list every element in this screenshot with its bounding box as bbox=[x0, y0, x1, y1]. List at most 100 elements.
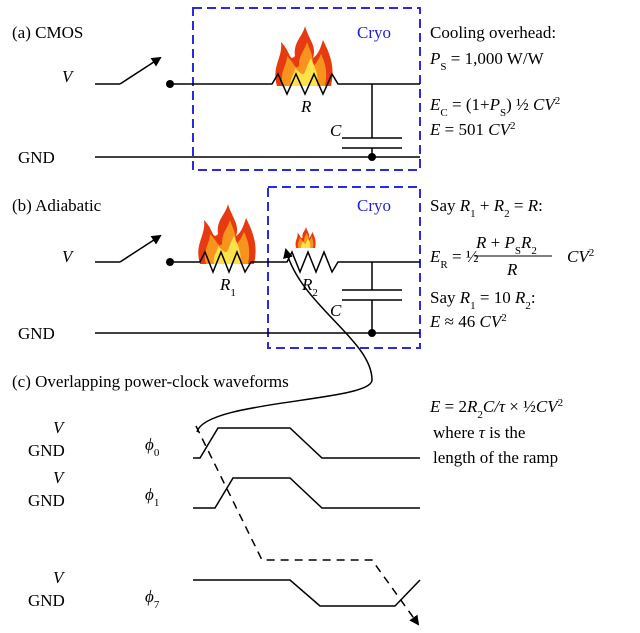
t: ) ½ bbox=[506, 95, 533, 114]
t: P bbox=[489, 95, 500, 114]
waveform bbox=[193, 428, 420, 458]
r2-label: R2 bbox=[301, 275, 318, 299]
t: CV bbox=[488, 120, 512, 139]
waveform bbox=[193, 580, 420, 606]
cryo-box bbox=[268, 187, 420, 348]
gnd-label: GND bbox=[28, 491, 65, 510]
t: CV bbox=[567, 247, 591, 266]
t: 2 bbox=[558, 397, 564, 409]
phase-label: ϕ7 bbox=[145, 587, 160, 611]
t: is the bbox=[485, 423, 526, 442]
t: E bbox=[429, 397, 441, 416]
t: R bbox=[459, 288, 471, 307]
node bbox=[368, 153, 376, 161]
t: R bbox=[475, 233, 487, 252]
numerator: R + PSR2 bbox=[475, 233, 537, 257]
equation: CV2 bbox=[567, 247, 594, 266]
section-b: (b) Adiabatic Cryo V R1 R2 C GND Say R1 … bbox=[12, 187, 594, 348]
t: 7 bbox=[154, 599, 160, 611]
v-label: V bbox=[53, 568, 66, 587]
t: R bbox=[520, 233, 532, 252]
v-label: V bbox=[62, 67, 75, 86]
small-flame bbox=[296, 227, 316, 248]
node bbox=[368, 329, 376, 337]
t: = 2 bbox=[440, 397, 467, 416]
t: R bbox=[493, 196, 505, 215]
t: E bbox=[429, 95, 441, 114]
t: where bbox=[433, 423, 479, 442]
t: CV bbox=[536, 397, 560, 416]
t: CV bbox=[533, 95, 557, 114]
t: + bbox=[486, 233, 504, 252]
t: P bbox=[429, 49, 440, 68]
t: : bbox=[538, 196, 543, 215]
t: 2 bbox=[531, 245, 537, 257]
t: = 501 bbox=[440, 120, 488, 139]
t: E bbox=[429, 312, 441, 331]
equation: E = 2R2C/τ × ½CV2 bbox=[429, 397, 563, 421]
gnd-label: GND bbox=[18, 148, 55, 167]
t: 2 bbox=[501, 312, 507, 324]
gnd-label: GND bbox=[28, 591, 65, 610]
t: = 10 bbox=[476, 288, 515, 307]
text: Cooling overhead: bbox=[430, 23, 556, 42]
text: Say R1 + R2 = R: bbox=[430, 196, 543, 220]
v-label: V bbox=[53, 418, 66, 437]
switch bbox=[120, 236, 160, 262]
equation: EC = (1+PS) ½ CV2 bbox=[429, 95, 560, 119]
cryo-label: Cryo bbox=[357, 23, 391, 42]
section-a: (a) CMOS Cryo V R C GND Cooling overhead… bbox=[12, 8, 560, 170]
phase-label: ϕ0 bbox=[145, 435, 160, 459]
equation: E ≈ 46 CV2 bbox=[429, 312, 507, 331]
t: = ½ bbox=[448, 247, 479, 266]
phase-label: ϕ1 bbox=[145, 485, 159, 509]
r1-label: R1 bbox=[219, 275, 236, 299]
waveform bbox=[193, 478, 420, 508]
label: (c) Overlapping power-clock waveforms bbox=[12, 372, 289, 391]
t: R bbox=[527, 196, 539, 215]
label: (a) CMOS bbox=[12, 23, 83, 42]
t: ≈ 46 bbox=[440, 312, 479, 331]
t: R bbox=[459, 196, 471, 215]
t: R bbox=[219, 275, 231, 294]
t: 0 bbox=[154, 447, 160, 459]
t: : bbox=[531, 288, 536, 307]
t: 2 bbox=[510, 120, 516, 132]
t: = bbox=[510, 196, 528, 215]
t: C bbox=[440, 107, 447, 119]
t: 2 bbox=[555, 95, 561, 107]
v-label: V bbox=[62, 247, 75, 266]
t: P bbox=[503, 233, 514, 252]
diagram: (a) CMOS Cryo V R C GND Cooling overhead… bbox=[0, 0, 640, 633]
t: × ½ bbox=[505, 397, 536, 416]
t: E bbox=[429, 247, 441, 266]
t: Say bbox=[430, 196, 460, 215]
t: 2 bbox=[589, 247, 595, 259]
equation: E = 501 CV2 bbox=[429, 120, 515, 139]
gnd-label: GND bbox=[18, 324, 55, 343]
t: + bbox=[476, 196, 494, 215]
t: 1 bbox=[154, 497, 160, 509]
text: where τ is the bbox=[433, 423, 525, 442]
t: E bbox=[429, 120, 441, 139]
cryo-label: Cryo bbox=[357, 196, 391, 215]
t: ϕ bbox=[145, 435, 154, 454]
t: R bbox=[466, 397, 478, 416]
t: = (1+ bbox=[448, 95, 490, 114]
r-label: R bbox=[300, 97, 312, 116]
equation: ER = ½ bbox=[429, 247, 479, 271]
t: Say bbox=[430, 288, 460, 307]
denominator: R bbox=[506, 260, 518, 279]
v-label: V bbox=[53, 468, 66, 487]
t: = 1,000 W/W bbox=[447, 49, 545, 68]
gnd-label: GND bbox=[28, 441, 65, 460]
text: Say R1 = 10 R2: bbox=[430, 288, 536, 312]
t: CV bbox=[479, 312, 503, 331]
equation: PS = 1,000 W/W bbox=[429, 49, 545, 73]
switch bbox=[120, 58, 160, 84]
c-label: C bbox=[330, 121, 342, 140]
t: ϕ bbox=[145, 485, 154, 504]
text: length of the ramp bbox=[433, 448, 558, 467]
t: ϕ bbox=[145, 587, 154, 606]
flame bbox=[275, 26, 332, 86]
